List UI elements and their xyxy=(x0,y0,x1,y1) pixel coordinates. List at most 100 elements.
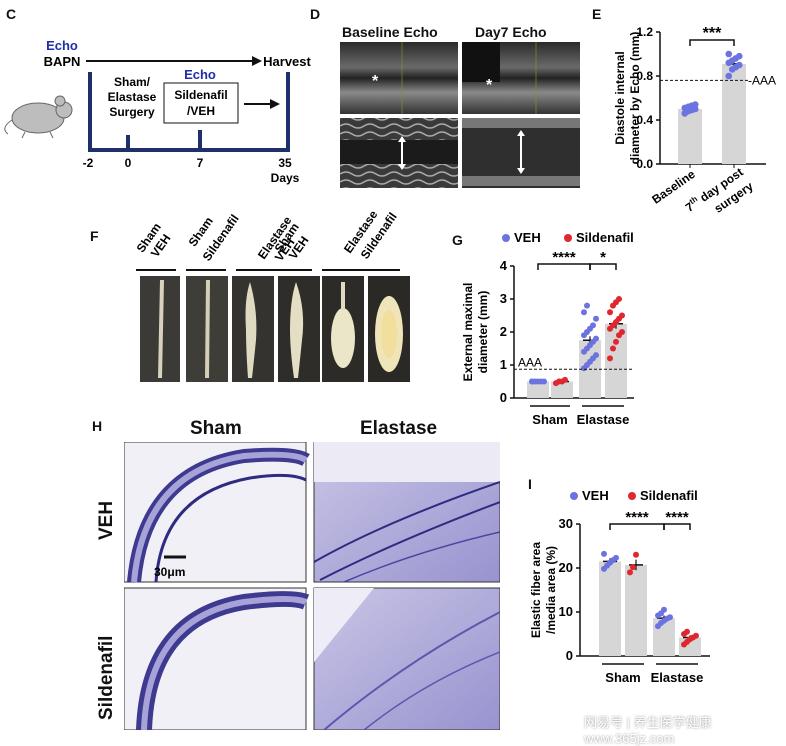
histology-grid: 30μm xyxy=(124,442,500,730)
chartG-point xyxy=(616,296,622,302)
chartG-bar xyxy=(605,323,627,398)
sild-line2: /VEH xyxy=(187,104,215,118)
chartI-ytick-label: 20 xyxy=(559,560,573,575)
e-ylabel-line: Diastole internal xyxy=(613,51,627,144)
baseline-bmode xyxy=(340,42,458,114)
chartI-point xyxy=(693,632,699,639)
chartG-point xyxy=(581,309,587,316)
baseline-star: * xyxy=(372,73,379,90)
e-point xyxy=(735,61,743,69)
panel-f-letter: F xyxy=(90,228,99,244)
top-arrow-head xyxy=(252,56,262,66)
e-point xyxy=(691,101,699,108)
tick-0: 0 xyxy=(125,156,132,170)
day7-star: * xyxy=(486,77,493,94)
chartI-legend-label: VEH xyxy=(582,488,609,503)
aorta-photos: Sham VEH xyxy=(272,220,312,262)
chartG-legend-dot xyxy=(564,234,572,242)
tick-7: 7 xyxy=(197,156,204,170)
chartG-ylabel: External maximaldiameter (mm) xyxy=(461,283,490,382)
sildenafil-box xyxy=(163,82,239,124)
chartI-point xyxy=(661,606,667,613)
chartG-ytick-label: 2 xyxy=(500,324,507,339)
panel-h-letter: H xyxy=(92,418,103,434)
chartI-group-label: Elastase xyxy=(651,670,704,685)
sham-line3: Surgery xyxy=(109,105,155,119)
chartG-point xyxy=(593,335,599,342)
chart-g: VEH Sildenafil 0 1 2 3 4 External maximaldiamet… xyxy=(461,230,634,427)
tick-35: 35 xyxy=(278,156,292,170)
e-point xyxy=(725,50,733,58)
e-threshold-label: -AAA xyxy=(748,73,776,87)
chartG-point xyxy=(619,312,625,319)
e-ytick-label: 0.0 xyxy=(636,157,653,171)
panel-d-letter: D xyxy=(310,6,321,22)
chartI-point xyxy=(667,614,673,621)
chartI-ylabel: Elastic fiber area/media area (%) xyxy=(529,542,558,638)
chartG-point xyxy=(562,376,568,383)
chartG-group-label: Elastase xyxy=(577,412,630,427)
chartG-sig: **** xyxy=(552,249,576,266)
e-ylabel: Diastole internaldiameter by Echo (mm) xyxy=(613,32,642,165)
chartI-ylabel-line: Elastic fiber area xyxy=(529,542,543,638)
chartG-ytick-label: 1 xyxy=(500,357,507,372)
chartG-ytick-label: 0 xyxy=(500,390,507,405)
chartG-point xyxy=(593,352,599,359)
chartI-group-label: Sham xyxy=(605,670,640,685)
e-ytick-label: 0.4 xyxy=(636,113,653,127)
baseline-echo-title: Baseline Echo xyxy=(342,24,438,40)
chartG-sig-bracket xyxy=(589,263,617,270)
chartI-ytick-label: 0 xyxy=(566,648,573,663)
chartG-point xyxy=(613,338,619,345)
tick-m2: -2 xyxy=(83,156,94,170)
e-bar xyxy=(722,63,746,164)
h-veh-label: VEH xyxy=(96,500,117,540)
chartI-point xyxy=(601,550,607,557)
chartG-point xyxy=(529,378,535,385)
sham-line2: Elastase xyxy=(108,90,157,104)
e-xlabel-th: th xyxy=(688,194,699,206)
panel-c-letter: C xyxy=(6,6,17,22)
h-sham-title: Sham xyxy=(190,418,242,439)
chartG-legend-label: VEH xyxy=(514,230,541,245)
chartG-point xyxy=(593,315,599,322)
chartI-point xyxy=(627,569,633,576)
chartG-group-label: Sham xyxy=(532,412,567,427)
chartG-legend-label: Sildenafil xyxy=(576,230,634,245)
chartI-ytick-label: 30 xyxy=(559,516,573,531)
days-label: Days xyxy=(271,171,300,185)
e-ytick-label: 1.2 xyxy=(636,25,653,39)
chartI-sig-bracket xyxy=(663,523,691,530)
chartG-point xyxy=(607,355,613,362)
chartG-point xyxy=(541,378,547,385)
e-point xyxy=(735,52,743,60)
panel-e-letter: E xyxy=(592,6,602,22)
chartG-ytick-label: 3 xyxy=(500,291,507,306)
chartI-point xyxy=(630,564,636,571)
e-point xyxy=(725,72,733,80)
chartG-point xyxy=(619,329,625,335)
chartI-bar xyxy=(625,564,647,656)
watermark: 网易号 | 养生医学健康 www.365jz.com xyxy=(584,715,712,746)
chartG-point xyxy=(590,322,596,329)
timeline-frame xyxy=(88,72,290,152)
chartG-sig: * xyxy=(600,249,606,266)
harvest-label: Harvest xyxy=(263,54,311,69)
chartI-sig: **** xyxy=(665,509,689,526)
bapn-label: BAPN xyxy=(44,54,81,69)
chartI-point xyxy=(613,554,619,561)
chartI-bar xyxy=(599,561,621,656)
echo-left-label: Echo xyxy=(46,38,78,53)
chartI-ytick-label: 10 xyxy=(559,604,573,619)
chartI-sig: **** xyxy=(625,509,649,526)
panel-i-letter: I xyxy=(528,476,532,492)
chartI-legend-dot xyxy=(628,492,636,500)
panel-g-letter: G xyxy=(452,232,463,248)
chartG-point xyxy=(610,345,616,352)
chartI-ylabel-line: /media area (%) xyxy=(544,546,558,634)
scale-label: 30μm xyxy=(154,565,185,579)
h-sildenafil-label: Sildenafil xyxy=(96,635,117,720)
chartG-threshold-label: AAA xyxy=(518,355,542,369)
